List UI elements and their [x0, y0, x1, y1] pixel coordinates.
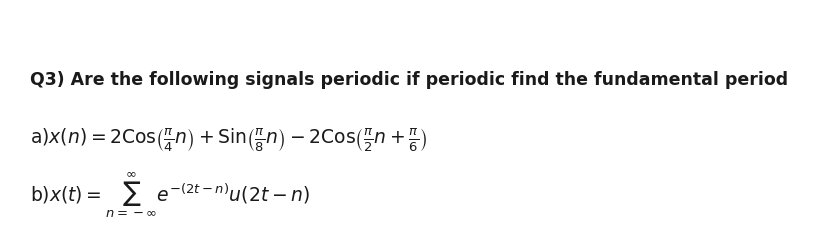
Text: Q3) Are the following signals periodic if periodic find the fundamental period: Q3) Are the following signals periodic i…	[30, 71, 788, 89]
Text: a)$x(n) = 2\mathrm{Cos}\left(\frac{\pi}{4}n\right) + \mathrm{Sin}\left(\frac{\pi: a)$x(n) = 2\mathrm{Cos}\left(\frac{\pi}{…	[30, 126, 427, 154]
Text: b)$x(t) = \sum_{n=-\infty}^{\infty} e^{-(2t-n)}u(2t - n)$: b)$x(t) = \sum_{n=-\infty}^{\infty} e^{-…	[30, 170, 310, 220]
